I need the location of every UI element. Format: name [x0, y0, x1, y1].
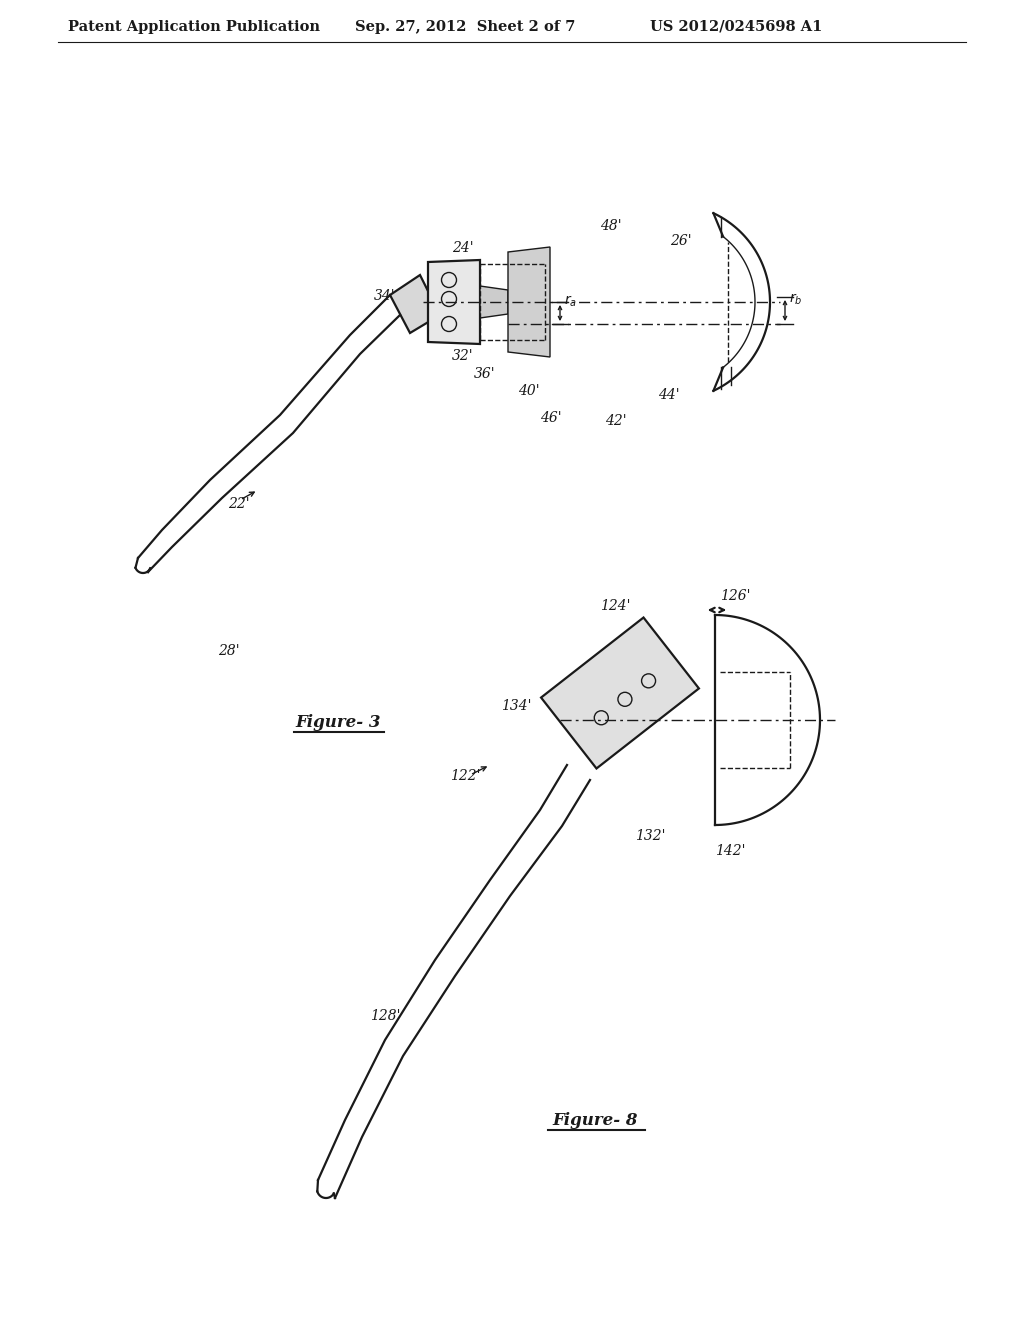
Text: 24': 24' — [452, 242, 474, 255]
Text: 44': 44' — [658, 388, 680, 403]
Text: 124': 124' — [600, 599, 631, 612]
Text: 34': 34' — [374, 289, 395, 304]
Text: 32': 32' — [452, 348, 474, 363]
Text: 132': 132' — [635, 829, 666, 843]
Text: 128': 128' — [370, 1008, 400, 1023]
Polygon shape — [541, 618, 699, 768]
Text: $r_b$: $r_b$ — [790, 292, 803, 306]
Text: 48': 48' — [600, 219, 622, 234]
Text: 22': 22' — [228, 498, 250, 511]
Text: 142': 142' — [715, 843, 745, 858]
Polygon shape — [508, 247, 550, 356]
Text: Figure- 8: Figure- 8 — [552, 1111, 638, 1129]
Text: 28': 28' — [218, 644, 240, 657]
Text: Figure- 3: Figure- 3 — [295, 714, 381, 731]
Text: Patent Application Publication: Patent Application Publication — [68, 20, 319, 34]
Text: 126': 126' — [720, 589, 751, 603]
Polygon shape — [428, 260, 480, 345]
Text: US 2012/0245698 A1: US 2012/0245698 A1 — [650, 20, 822, 34]
Text: 36': 36' — [474, 367, 496, 381]
Polygon shape — [390, 275, 440, 333]
Text: 134': 134' — [502, 700, 532, 713]
Text: $r_a$: $r_a$ — [564, 294, 578, 309]
Text: Sep. 27, 2012  Sheet 2 of 7: Sep. 27, 2012 Sheet 2 of 7 — [355, 20, 575, 34]
Text: 40': 40' — [518, 384, 540, 399]
Text: 122': 122' — [450, 770, 480, 783]
Polygon shape — [480, 286, 508, 318]
Text: 26': 26' — [670, 234, 691, 248]
Text: 46': 46' — [540, 411, 561, 425]
Text: 42': 42' — [605, 414, 627, 428]
